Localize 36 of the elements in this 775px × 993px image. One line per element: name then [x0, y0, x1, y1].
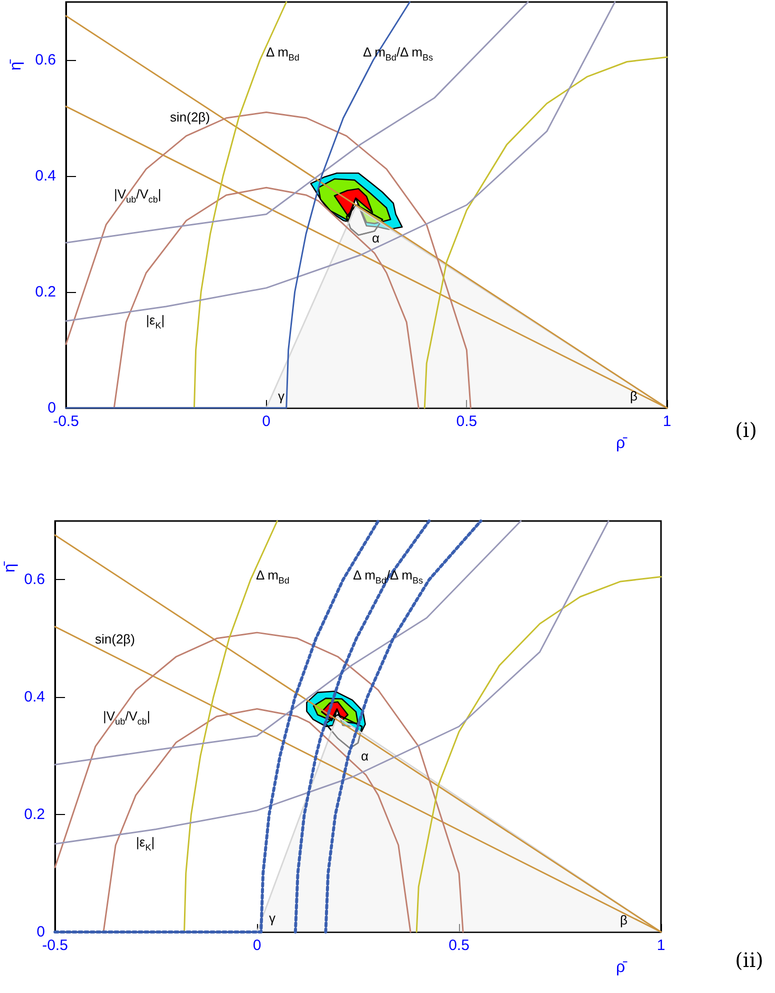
annotation: α — [361, 748, 369, 764]
y-tick-label: 0 — [48, 400, 56, 416]
annotation: |ε$_{K}$| — [146, 312, 165, 330]
y-tick-label: 0.6 — [24, 571, 45, 588]
y-tick-label: 0 — [36, 924, 45, 940]
y-axis-title: η̄ — [7, 62, 24, 70]
annotation: sin(2β) — [170, 110, 210, 124]
annotation: |V$_{ub}$/V$_{cb}$| — [114, 186, 162, 204]
y-tick-label: 0.4 — [24, 688, 45, 706]
x-tick-label: 0 — [262, 413, 271, 430]
y-tick-label: 0.2 — [24, 806, 45, 824]
annotation: α — [372, 230, 380, 246]
text: (ii) — [735, 948, 764, 972]
annotation: Δ m$_{Bd}$ — [266, 44, 300, 62]
text: (i) — [735, 418, 758, 442]
x-tick-label: 1 — [656, 937, 666, 954]
x-tick-label: 0 — [252, 937, 262, 954]
annotation: β — [620, 912, 628, 928]
x-tick-label: -0.5 — [42, 937, 68, 954]
y-tick-label: 0.4 — [35, 168, 56, 184]
x-tick-label: 0.5 — [456, 413, 478, 430]
x-axis-title: ρ̄ — [616, 959, 626, 976]
y-tick-label: 0.2 — [35, 284, 56, 300]
annotation: sin(2β) — [95, 632, 135, 646]
annotation: Δ m$_{Bd}$ — [256, 568, 290, 586]
y-tick-label: 0.6 — [35, 52, 56, 68]
y-axis-title: η̄ — [1, 564, 18, 572]
x-tick-label: 1 — [662, 413, 672, 430]
annotation: |V$_{ub}$/V$_{cb}$| — [103, 708, 150, 726]
annotation: γ — [278, 388, 284, 404]
annotation: β — [630, 388, 638, 404]
x-tick-label: -0.5 — [53, 413, 79, 430]
x-tick-label: 0.5 — [448, 937, 470, 954]
annotation: |ε$_{K}$| — [136, 834, 155, 852]
x-axis-title: ρ̄ — [616, 435, 626, 452]
annotation: γ — [269, 910, 276, 926]
